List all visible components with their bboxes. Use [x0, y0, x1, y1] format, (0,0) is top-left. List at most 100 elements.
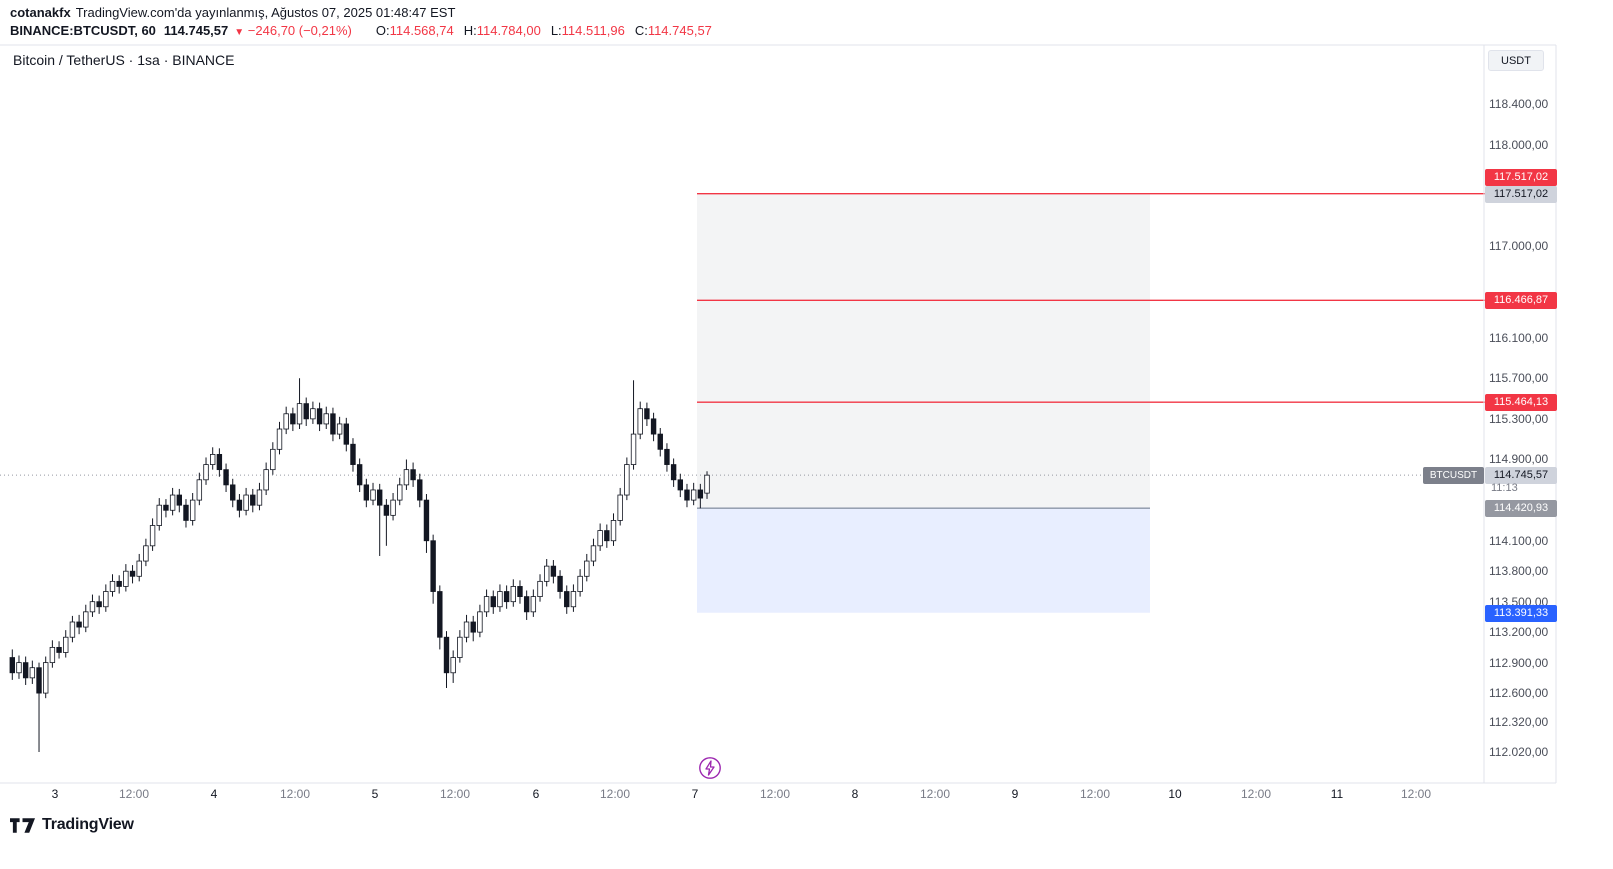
candle-down — [677, 479, 683, 491]
time-axis-tick: 12:00 — [439, 787, 471, 801]
candle-up — [390, 499, 396, 516]
candle-up — [63, 636, 69, 653]
price-axis-tick: 112.600,00 — [1489, 686, 1549, 701]
candle-down — [36, 667, 42, 694]
currency-button[interactable]: USDT — [1488, 50, 1544, 71]
time-axis-tick: 12:00 — [1400, 787, 1432, 801]
candle-up — [149, 525, 156, 547]
price-axis-tick: 118.000,00 — [1489, 137, 1549, 152]
candle-down — [116, 580, 122, 587]
candle-up — [189, 499, 196, 521]
candle-down — [230, 484, 236, 501]
candle-down — [163, 504, 169, 511]
author-name[interactable]: cotanakfx — [10, 5, 71, 20]
lightning-reaction-button[interactable] — [698, 756, 722, 780]
tradingview-logo[interactable] — [10, 817, 35, 833]
candle-up — [243, 494, 249, 511]
price-axis-tick: 115.300,00 — [1489, 411, 1549, 426]
candle-down — [470, 621, 476, 633]
price-axis-tick: 114.100,00 — [1489, 533, 1549, 548]
candle-down — [550, 565, 557, 577]
candle-up — [497, 591, 503, 608]
ohlc-label: O: — [375, 23, 390, 38]
candle-up — [43, 662, 49, 694]
price-axis-tick: 118.400,00 — [1489, 97, 1549, 111]
time-axis-tick: 12:00 — [279, 787, 311, 801]
candle-down — [423, 499, 430, 542]
tradingview-wordmark[interactable]: TradingView — [42, 816, 134, 833]
candle-down — [517, 586, 523, 598]
candle-up — [537, 580, 543, 598]
candle-up — [463, 621, 470, 638]
candle-down — [343, 423, 349, 445]
time-axis-tick: 3 — [51, 787, 59, 801]
candle-down — [644, 408, 650, 420]
candle-down — [564, 591, 570, 608]
candle-down — [523, 596, 530, 613]
candle-up — [617, 494, 623, 521]
candle-up — [109, 580, 116, 592]
footer: TradingView — [10, 816, 134, 834]
candle-down — [557, 575, 563, 592]
ohlc-value: 114.568,74 — [389, 23, 454, 38]
candle-down — [223, 469, 229, 486]
candle-up — [323, 413, 329, 425]
price-axis-tick: 112.020,00 — [1489, 745, 1549, 759]
candle-down — [350, 443, 356, 465]
candle-down — [76, 621, 82, 628]
price-line-label: 114.420,93 — [1485, 500, 1557, 518]
candle-up — [570, 591, 577, 608]
time-axis-tick: 6 — [532, 787, 540, 801]
price-axis-tick: 115.700,00 — [1489, 371, 1549, 386]
price-axis-tick: 112.900,00 — [1489, 655, 1549, 670]
price-change: ▼ −246,70 (−0,21%) — [234, 23, 352, 38]
candle-down — [383, 504, 390, 516]
candle-down — [176, 494, 182, 506]
chart-legend[interactable]: Bitcoin / TetherUS · 1sa · BINANCE — [13, 52, 235, 68]
candle-up — [136, 560, 142, 577]
candle-up — [276, 428, 283, 450]
candle-up — [457, 636, 463, 658]
candle-up — [196, 479, 203, 501]
candle-down — [490, 596, 496, 608]
candle-up — [597, 530, 603, 547]
time-axis-tick: 10 — [1168, 787, 1182, 801]
candle-down — [356, 464, 363, 486]
candle-down — [503, 591, 510, 603]
candle-up — [403, 469, 410, 486]
ohlc-value: 114.745,57 — [647, 23, 712, 38]
candle-down — [670, 464, 677, 481]
position-zone[interactable] — [697, 508, 1150, 613]
candle-up — [89, 601, 96, 613]
bar-countdown: 11:13 — [1491, 482, 1518, 495]
position-zone[interactable] — [697, 193, 1150, 509]
candle-down — [697, 489, 704, 499]
candle-down — [330, 413, 336, 435]
price-axis-tick: 117.000,00 — [1489, 239, 1549, 254]
symbol-interval: BINANCE:BTCUSDT, 60 — [10, 23, 156, 38]
down-arrow-icon: ▼ — [234, 27, 245, 38]
candle-up — [530, 596, 537, 613]
candle-up — [477, 611, 483, 633]
candle-up — [584, 560, 590, 577]
candle-down — [129, 570, 136, 577]
price-line-label: 115.464,13 — [1485, 394, 1557, 412]
time-axis-tick: 12:00 — [759, 787, 791, 801]
candle-up — [263, 469, 269, 491]
publication-info: TradingView.com'da yayınlanmış, Ağustos … — [75, 5, 456, 20]
candle-up — [690, 489, 697, 501]
candle-down — [236, 499, 243, 511]
candle-up — [450, 657, 456, 674]
candle-down — [183, 504, 189, 521]
time-axis-tick: 12:00 — [1240, 787, 1272, 801]
price-axis-tick: 114.900,00 — [1489, 452, 1549, 467]
time-axis-tick: 12:00 — [919, 787, 951, 801]
candle-up — [704, 474, 710, 494]
time-axis-tick: 11 — [1330, 787, 1344, 801]
time-axis-tick: 7 — [691, 787, 699, 801]
candle-down — [216, 454, 223, 471]
candle-up — [370, 489, 376, 501]
price-line-label: 113.391,33 — [1485, 604, 1557, 622]
